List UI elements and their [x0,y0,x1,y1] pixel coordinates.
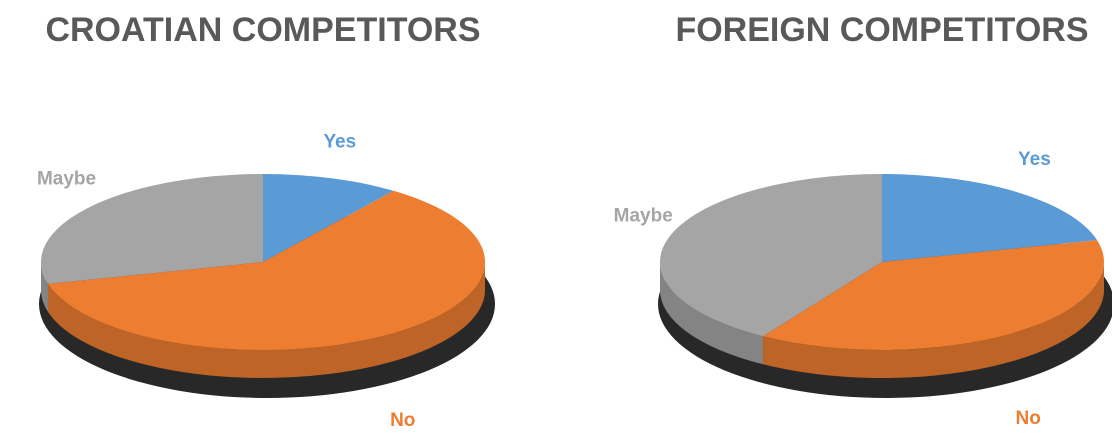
pie-chart: CROATIAN COMPETITORS Yes No Maybe [37,11,495,431]
slice-label: Maybe [37,169,96,190]
slice-side [763,262,1104,378]
slice-label: Yes [1018,149,1051,170]
slice [263,174,394,262]
slice-label: No [1015,408,1040,429]
slice-label: Yes [323,131,356,152]
slice-label: No [390,410,415,431]
slice-side [47,262,485,379]
slice [47,190,486,350]
chart-title: CROATIAN COMPETITORS [45,11,480,49]
slice [763,240,1105,351]
slice [659,174,882,337]
slice-side [41,262,48,312]
slice [41,174,263,284]
slice [882,174,1098,262]
slice-label: Maybe [614,205,673,226]
slice-side [660,262,764,365]
chart-title: FOREIGN COMPETITORS [675,11,1088,49]
pie-chart: FOREIGN COMPETITORS Yes No Maybe [614,11,1112,429]
